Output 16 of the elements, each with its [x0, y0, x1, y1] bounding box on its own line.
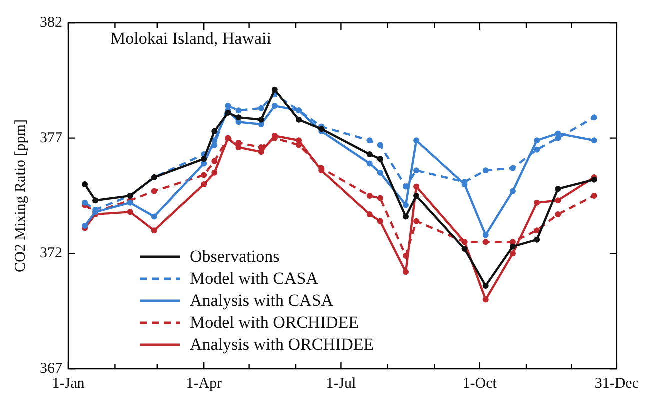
y-tick-label: 372	[40, 246, 62, 262]
x-tick-label: 31-Dec	[594, 376, 640, 392]
x-tick-label: 1-Jan	[52, 376, 86, 392]
x-tick-label: 1-Oct	[462, 376, 498, 392]
legend-label: Analysis with CASA	[190, 290, 334, 312]
legend-label: Model with ORCHIDEE	[190, 312, 360, 334]
y-axis-title: CO2 Mixing Ratio [ppm]	[12, 120, 29, 272]
x-tick-label: 1-Apr	[186, 376, 222, 392]
y-tick-label: 377	[40, 130, 63, 146]
y-tick-label: 382	[40, 14, 62, 31]
legend-label: Observations	[190, 246, 280, 268]
y-tick-label: 367	[40, 360, 63, 377]
chart-title: Molokai Island, Hawaii	[110, 28, 272, 48]
legend-label: Model with CASA	[190, 268, 318, 290]
x-tick-label: 1-Jul	[326, 376, 356, 392]
legend-label: Analysis with ORCHIDEE	[190, 334, 374, 356]
